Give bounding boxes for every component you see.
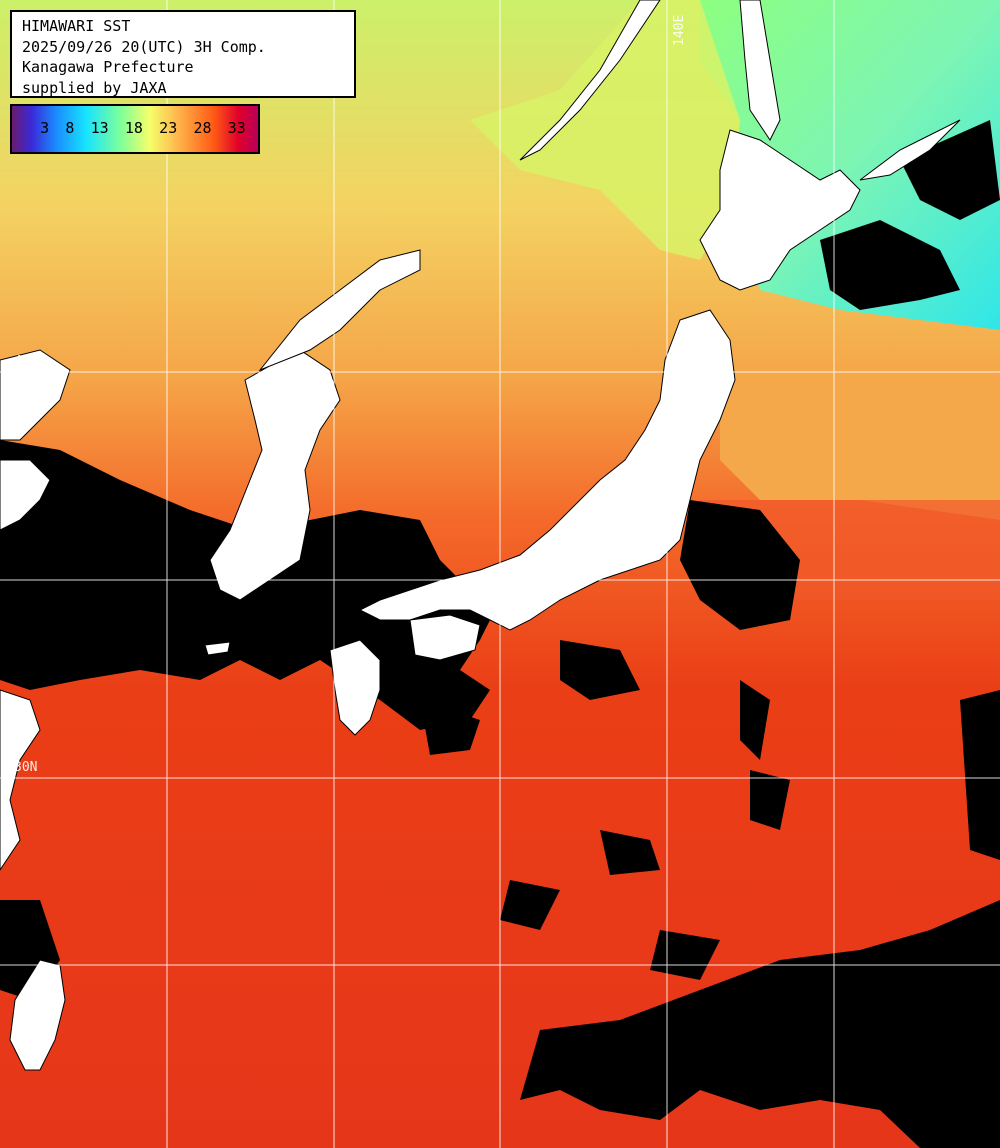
cloud-pacific-h (960, 690, 1000, 860)
title-line-region: Kanagawa Prefecture (22, 58, 194, 76)
cloud-northeast (900, 120, 1000, 220)
lat-label-30n: 30N (14, 760, 38, 775)
legend-tick: 13 (90, 119, 109, 137)
land-north-korea-coast (258, 249, 421, 372)
title-box: HIMAWARI SST 2025/09/26 20(UTC) 3H Comp.… (10, 10, 356, 98)
cloud-pacific-g (500, 880, 560, 930)
cloud-south (520, 900, 1000, 1148)
land-shikoku (409, 614, 481, 661)
legend-tick: 28 (193, 119, 212, 137)
cloud-pacific-c (420, 700, 480, 755)
legend-tick: 8 (65, 119, 75, 137)
lat-label-40n: 40N (14, 354, 38, 369)
land-kyushu (329, 639, 381, 736)
land-korea (209, 349, 341, 601)
land-sakhalin (739, 0, 781, 141)
legend-tick-labels: 3 8 13 18 23 28 33 (12, 119, 258, 137)
land-honshu (358, 309, 736, 631)
cloud-okhotsk (820, 220, 960, 310)
sea-mild-field (470, 0, 740, 260)
lon-label-140e: 140E (672, 14, 687, 46)
title-line-datetime: 2025/09/26 20(UTC) 3H Comp. (22, 37, 266, 56)
land-china-coast (0, 459, 51, 531)
land-masses (0, 0, 961, 1071)
land-kurils (859, 119, 961, 181)
legend-tick: 33 (227, 119, 246, 137)
land-primorye (519, 0, 661, 161)
legend-tick: 23 (159, 119, 178, 137)
title-line-credit: supplied by JAXA (22, 78, 167, 97)
cloud-pacific-b (560, 640, 640, 700)
cloud-pacific-d (740, 680, 770, 760)
land-hokkaido (699, 129, 861, 291)
color-scale-legend: 3 8 13 18 23 28 33 (10, 104, 260, 154)
title-line-product: HIMAWARI SST (22, 17, 131, 35)
legend-tick: 3 (40, 119, 50, 137)
land-taiwan (9, 959, 66, 1071)
cloud-pacific-e (600, 830, 660, 875)
cloud-pacific-f (750, 770, 790, 830)
legend-tick: 18 (124, 119, 143, 137)
cloud-pacific-a (680, 500, 800, 630)
sea-east-warm (720, 370, 1000, 520)
land-china-south (0, 689, 41, 871)
land-jeju (204, 641, 231, 656)
